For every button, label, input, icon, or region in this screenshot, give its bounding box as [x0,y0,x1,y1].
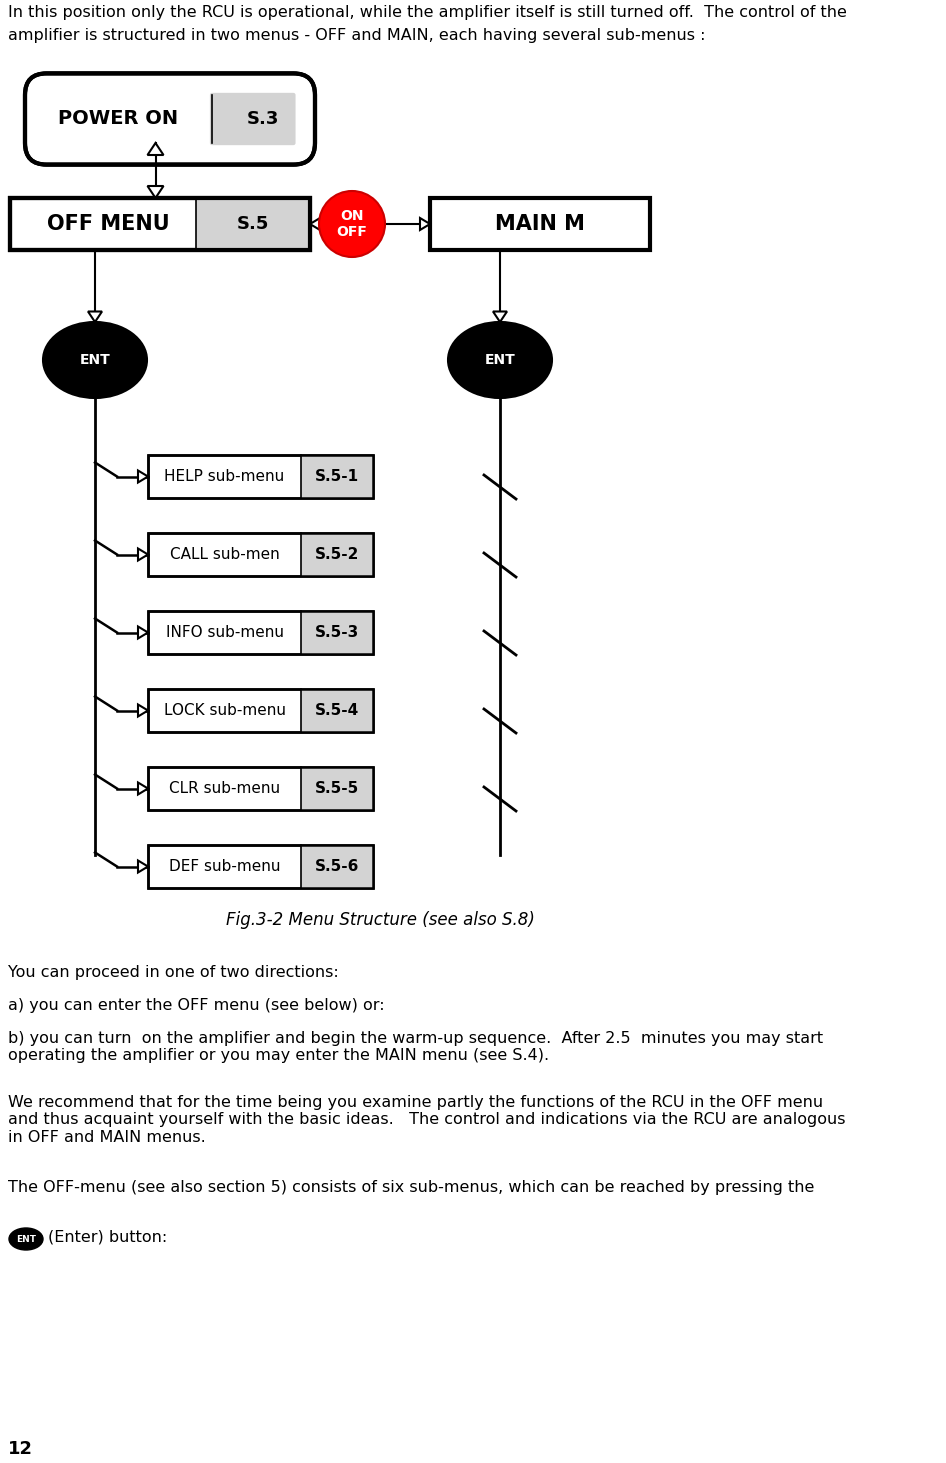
Text: MAIN M: MAIN M [495,214,585,234]
Text: S.3: S.3 [247,110,279,127]
Text: CLR sub-menu: CLR sub-menu [169,781,280,796]
Text: S.5-5: S.5-5 [315,781,359,796]
Text: b) you can turn  on the amplifier and begin the warm-up sequence.  After 2.5  mi: b) you can turn on the amplifier and beg… [8,1031,823,1064]
Bar [301,767,373,811]
Bar [148,533,373,576]
Bar [148,767,373,811]
Polygon shape [148,186,164,198]
Ellipse shape [448,322,552,398]
Bar [196,198,310,250]
Text: The OFF-menu (see also section 5) consists of six sub-menus, which can be reache: The OFF-menu (see also section 5) consis… [8,1181,815,1195]
Text: We recommend that for the time being you examine partly the functions of the RCU: We recommend that for the time being you… [8,1094,846,1146]
Text: ENT: ENT [16,1235,36,1244]
Polygon shape [88,312,102,322]
Bar [301,612,373,654]
Bar [148,455,373,497]
Text: S.5-3: S.5-3 [315,625,359,639]
Bar [301,846,373,888]
Text: CALL sub-men: CALL sub-men [169,547,279,562]
Bar [148,846,373,888]
FancyBboxPatch shape [25,73,315,165]
Bar [10,198,310,250]
Ellipse shape [43,322,147,398]
Polygon shape [138,860,148,872]
Text: S.5-4: S.5-4 [315,704,359,718]
Bar [148,767,373,811]
Text: POWER ON: POWER ON [58,110,178,129]
Text: OFF MENU: OFF MENU [46,214,169,234]
Text: ENT: ENT [484,353,516,367]
Polygon shape [138,549,148,560]
Text: a) you can enter the OFF menu (see below) or:: a) you can enter the OFF menu (see below… [8,998,385,1012]
Text: INFO sub-menu: INFO sub-menu [166,625,284,639]
Polygon shape [138,471,148,483]
FancyBboxPatch shape [210,92,295,145]
Text: Fig.3-2 Menu Structure (see also S.8): Fig.3-2 Menu Structure (see also S.8) [225,911,534,929]
Bar [301,455,373,497]
Bar [148,612,373,654]
Polygon shape [138,626,148,638]
Bar [148,689,373,732]
Bar [148,612,373,654]
Polygon shape [310,218,320,230]
Bar [430,198,650,250]
Text: S.5-2: S.5-2 [315,547,359,562]
Bar [148,455,373,497]
Text: LOCK sub-menu: LOCK sub-menu [164,704,286,718]
Text: amplifier is structured in two menus - OFF and MAIN, each having several sub-men: amplifier is structured in two menus - O… [8,28,706,42]
Polygon shape [493,312,507,322]
Text: DEF sub-menu: DEF sub-menu [168,859,280,873]
Text: (Enter) button:: (Enter) button: [48,1230,167,1245]
Bar [301,689,373,732]
Text: You can proceed in one of two directions:: You can proceed in one of two directions… [8,966,339,980]
Text: S.5-1: S.5-1 [315,470,359,484]
Polygon shape [138,783,148,794]
Polygon shape [420,218,430,230]
Text: S.5-6: S.5-6 [315,859,359,873]
Text: In this position only the RCU is operational, while the amplifier itself is stil: In this position only the RCU is operati… [8,4,847,20]
Text: ON
OFF: ON OFF [337,209,367,238]
Text: HELP sub-menu: HELP sub-menu [165,470,285,484]
Bar [148,533,373,576]
Bar [148,689,373,732]
Bar [10,198,310,250]
Polygon shape [138,705,148,717]
Ellipse shape [9,1227,43,1249]
Circle shape [319,192,385,257]
Polygon shape [148,143,164,155]
Text: ENT: ENT [79,353,111,367]
Bar [148,846,373,888]
Text: S.5: S.5 [236,215,270,233]
Text: 12: 12 [8,1440,33,1459]
Bar [301,533,373,576]
